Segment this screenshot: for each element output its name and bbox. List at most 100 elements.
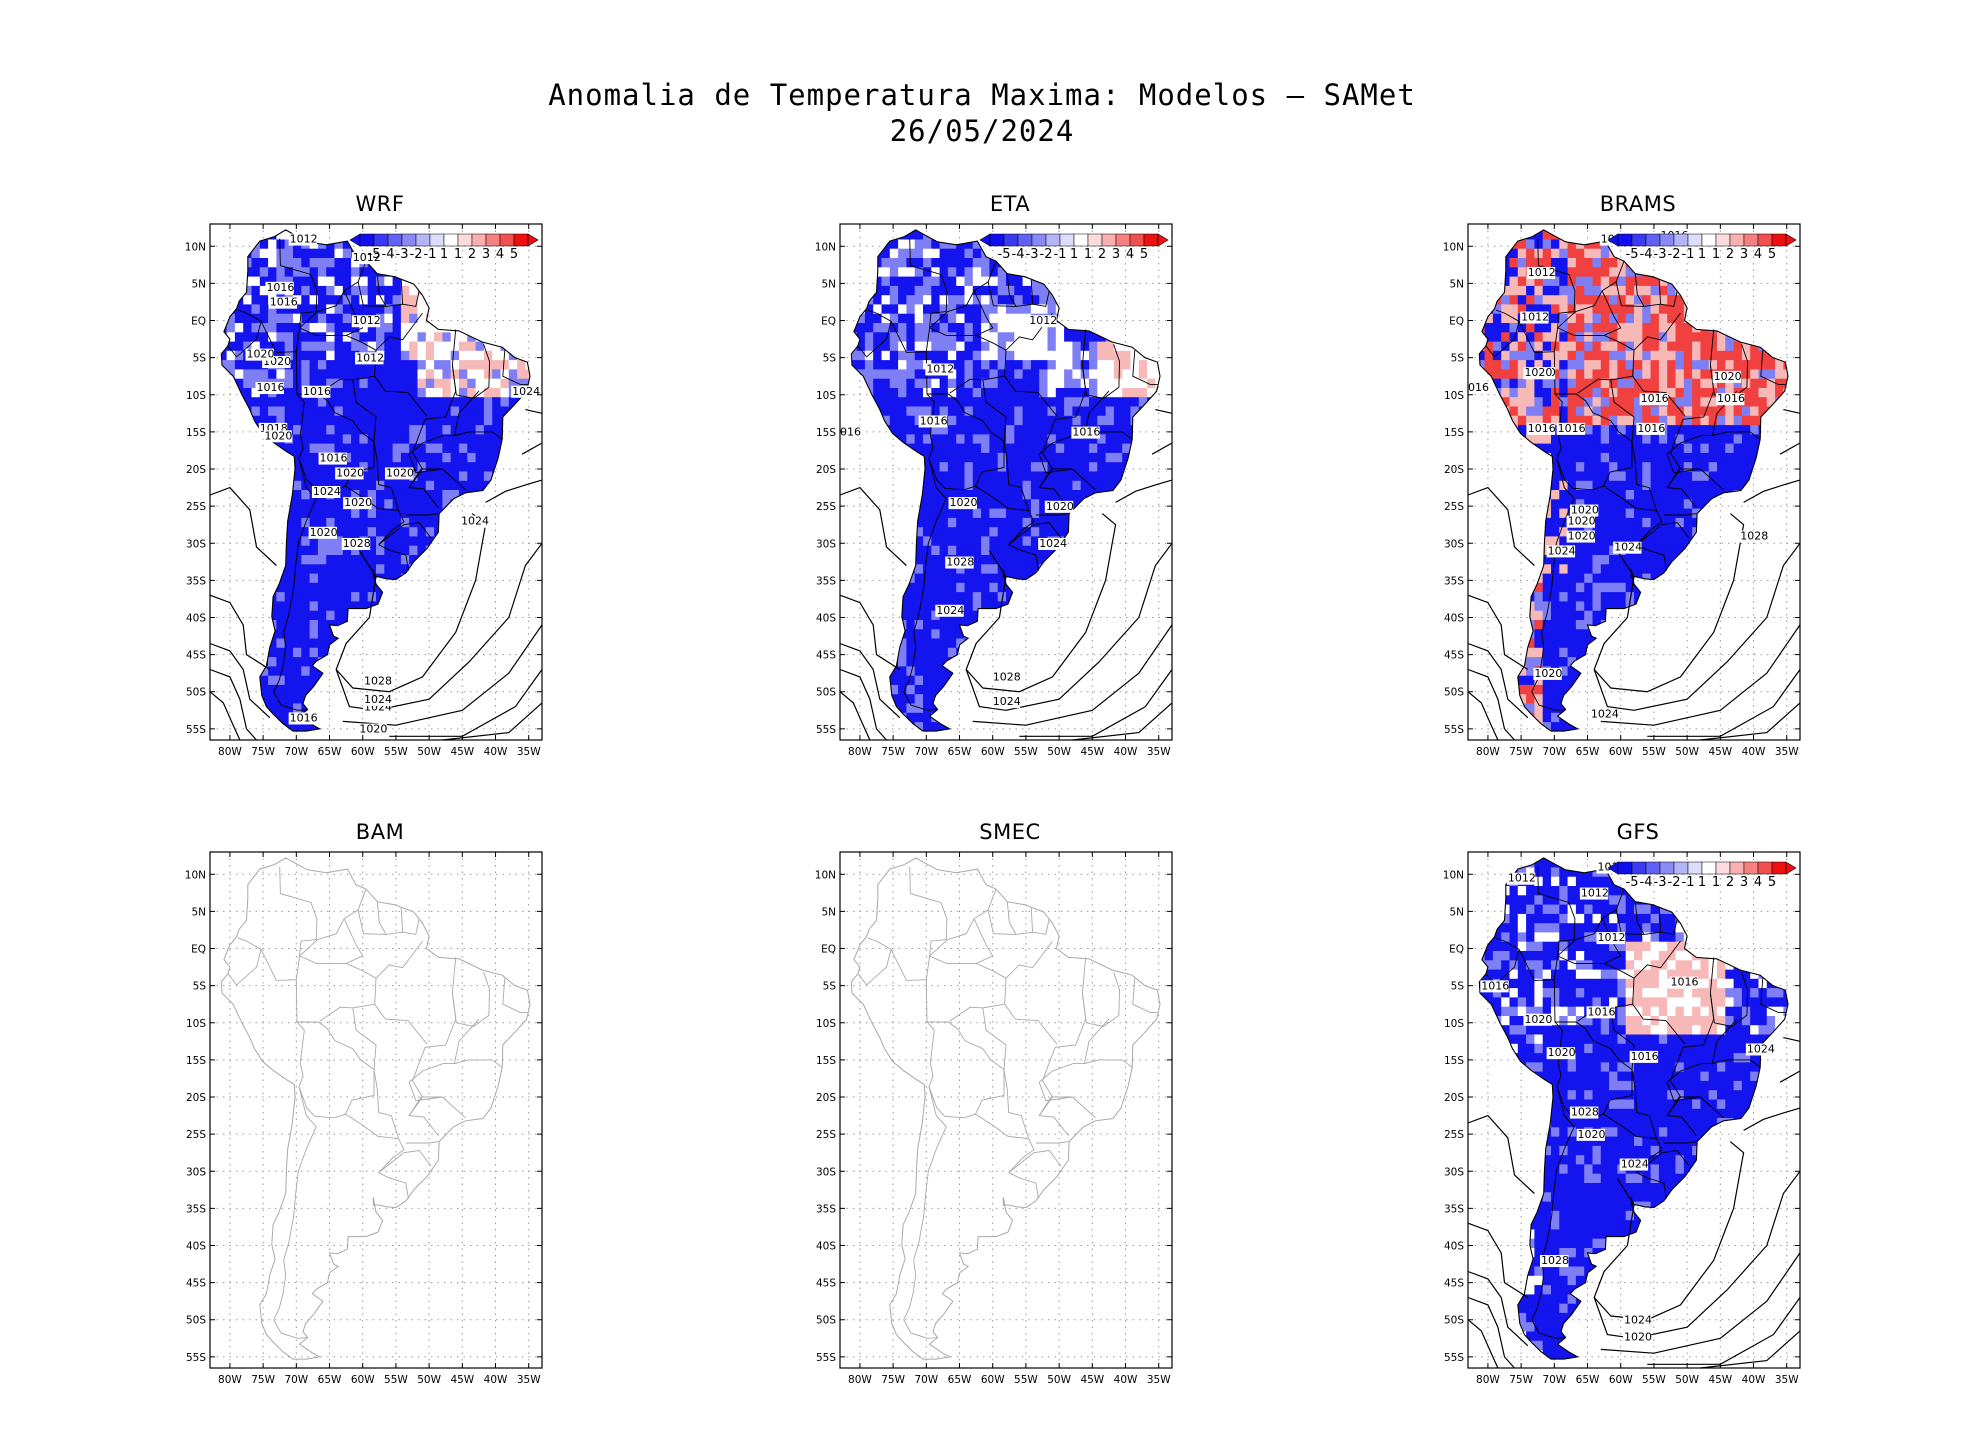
isobar-label: 1020 (1548, 1046, 1576, 1059)
colorbar-max-arrow (527, 233, 539, 247)
isobar-label: 1016 (1072, 426, 1100, 439)
lon-tick-label: 35W (1775, 746, 1799, 758)
colorbar-label: -1 (424, 247, 437, 262)
isobar-label: 1020 (1714, 370, 1742, 383)
isobar-label: 1020 (310, 526, 338, 539)
colorbar-label: 2 (1726, 247, 1734, 262)
colorbar-bin (1757, 861, 1773, 875)
colorbar-bin (1659, 233, 1675, 247)
lat-tick-label: 40S (816, 1240, 836, 1252)
lat-tick-label: 5N (191, 906, 206, 918)
map-frame-bam (209, 851, 543, 1369)
colorbar-bin (1743, 861, 1759, 875)
isobar-label: 1012 (1521, 311, 1549, 324)
lat-tick-label: 5N (821, 278, 836, 290)
colorbar-max-arrow (1157, 233, 1169, 247)
country-borders-gfs (1485, 866, 1786, 1339)
panel-title-wrf: WRF (355, 192, 405, 216)
colorbar-bin (1673, 861, 1689, 875)
colorbar-label: -5 (1626, 875, 1639, 890)
lat-tick-label: 15S (186, 427, 206, 439)
isobar-label: 1016 (266, 281, 294, 294)
graticule-bam (210, 852, 542, 1368)
map-brams: 1016101210161012102001610161016101610161… (1443, 223, 1801, 758)
colorbar-bin (359, 233, 375, 247)
colorbar-bin (1059, 233, 1075, 247)
map-gfs: 1012101210121012101610201016101610201016… (1443, 851, 1801, 1386)
lon-tick-label: 60W (981, 1374, 1005, 1386)
lon-tick-label: 70W (284, 1374, 308, 1386)
isobar-label: 1024 (364, 693, 392, 706)
lon-tick-label: 75W (251, 1374, 275, 1386)
lat-tick-label: EQ (191, 316, 206, 328)
lat-tick-label: 30S (816, 538, 836, 550)
isobar-label: 1020 (344, 496, 372, 509)
colorbar-brams: -5 -4 -3 -2 -1 1 1 2 3 4 5 (1607, 233, 1797, 262)
lon-tick-label: 80W (848, 746, 872, 758)
isobar-label: 1016 (920, 414, 948, 427)
pressure-isobars-brams (1467, 409, 1801, 741)
colorbar-label: 5 (1768, 247, 1776, 262)
lon-tick-label: 60W (351, 746, 375, 758)
lon-tick-label: 55W (384, 746, 408, 758)
lon-tick-label: 55W (1014, 746, 1038, 758)
isobar-label: 1020 (1568, 515, 1596, 528)
lon-tick-label: 50W (417, 746, 441, 758)
isobar-label: 1016 (256, 381, 284, 394)
lon-tick-label: 65W (1576, 1374, 1600, 1386)
colorbar-bin (499, 233, 515, 247)
lat-tick-label: 5S (1451, 981, 1465, 993)
colorbar-bin (1129, 233, 1145, 247)
lat-tick-label: 25S (1444, 1129, 1464, 1141)
graticule-smec (840, 852, 1172, 1368)
colorbar-bin (401, 233, 417, 247)
country-borders-smec (857, 866, 1158, 1339)
colorbar-label: -2 (1668, 247, 1681, 262)
isobar-label: 1028 (1541, 1254, 1569, 1267)
isobar-label: 1024 (1621, 1158, 1649, 1171)
lat-tick-label: EQ (1449, 316, 1464, 328)
colorbar-bin (1729, 233, 1745, 247)
colorbar-label: -2 (1040, 247, 1053, 262)
lat-tick-label: 35S (816, 575, 836, 587)
isobar-label: 1012 (1597, 931, 1625, 944)
colorbar-bin (485, 233, 501, 247)
lon-tick-label: 35W (1147, 1374, 1171, 1386)
colorbar-bin (1631, 233, 1647, 247)
colorbar-label: -1 (1054, 247, 1067, 262)
lon-tick-label: 50W (417, 1374, 441, 1386)
lat-tick-label: 25S (186, 501, 206, 513)
figure-title: Anomalia de Temperatura Maxima: Modelos … (548, 78, 1416, 112)
lat-tick-label: 5N (821, 906, 836, 918)
lat-tick-label: 20S (186, 1092, 206, 1104)
map-frame-eta (839, 223, 1173, 741)
lat-tick-label: 30S (816, 1166, 836, 1178)
lat-tick-label: 5N (1449, 906, 1464, 918)
panel-eta: ETA 1012 1012 1016 016 1016 1020 1020 1024 1028 1… (800, 192, 1220, 772)
colorbar-label: 3 (1740, 875, 1748, 890)
colorbar-label: -3 (1654, 247, 1667, 262)
isobar-label: 1024 (1624, 1313, 1652, 1326)
lon-tick-label: 70W (914, 1374, 938, 1386)
isobar-label: 1012 (1029, 314, 1057, 327)
lat-tick-label: 5N (1449, 278, 1464, 290)
colorbar-label: 4 (1754, 875, 1762, 890)
lon-tick-label: 40W (1114, 1374, 1138, 1386)
isobar-label: 1024 (936, 604, 964, 617)
lat-tick-label: 40S (1444, 612, 1464, 624)
colorbar-label: 2 (468, 247, 476, 262)
colorbar-label: -3 (396, 247, 409, 262)
isobar-label: 1020 (386, 466, 414, 479)
isobar-label: 1016 (1588, 1005, 1616, 1018)
lon-tick-label: 65W (318, 1374, 342, 1386)
colorbar-bin (1073, 233, 1089, 247)
lat-tick-label: 30S (186, 1166, 206, 1178)
lat-tick-label: 45S (1444, 650, 1464, 662)
isobar-label: 1016 (1558, 422, 1586, 435)
isobar-label: 1012 (1508, 872, 1536, 885)
lon-tick-label: 75W (881, 1374, 905, 1386)
panel-title-gfs: GFS (1616, 820, 1660, 844)
lon-tick-label: 80W (218, 746, 242, 758)
lon-tick-label: 75W (881, 746, 905, 758)
